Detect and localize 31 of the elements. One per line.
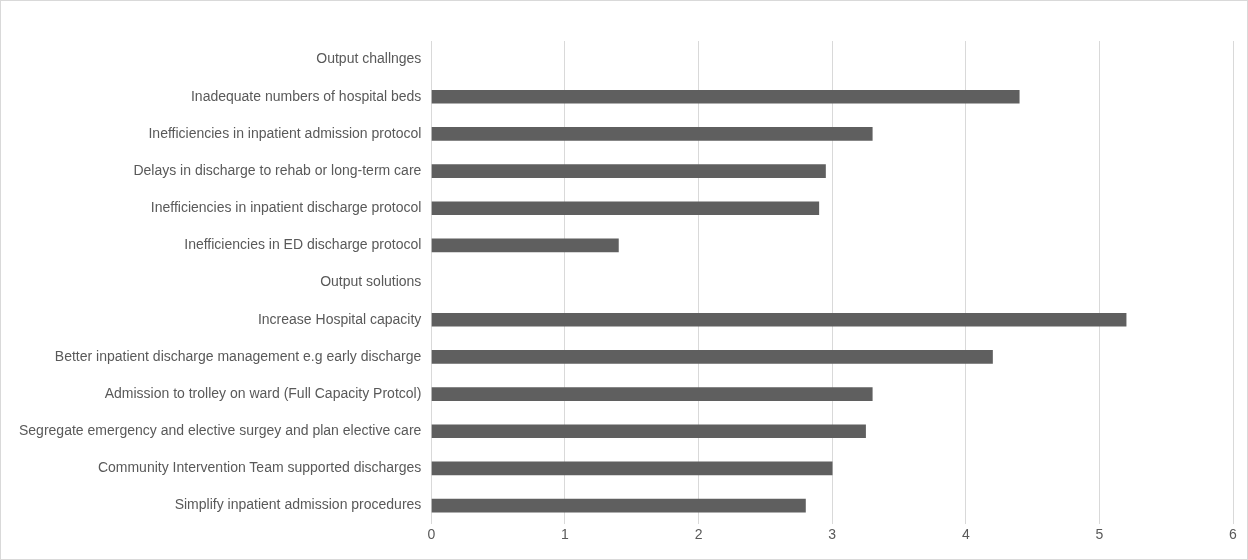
bar <box>431 387 873 401</box>
bar <box>431 201 820 216</box>
x-tick-label: 3 <box>828 526 837 543</box>
y-tick-label: Delays in discharge to rehab or long-term care <box>133 161 422 178</box>
y-tick-label: Simplify inpatient admission procedures <box>174 496 422 513</box>
y-tick-label: Inefficiencies in ED discharge protocol <box>184 236 422 253</box>
bar <box>431 164 826 178</box>
x-tick-label: 5 <box>1095 526 1104 543</box>
x-tick-label: 0 <box>427 526 436 543</box>
y-tick-label: Admission to trolley on ward (Full Capacity Protcol) <box>104 384 422 401</box>
bar <box>431 424 866 439</box>
bar <box>431 127 873 141</box>
bar <box>431 238 619 253</box>
x-tick-label: 2 <box>694 526 703 543</box>
bar <box>431 350 993 364</box>
x-tick-label: 1 <box>561 526 570 543</box>
bar <box>431 89 1020 104</box>
y-tick-label: Output challnges <box>316 50 422 67</box>
y-tick-label: Increase Hospital capacity <box>257 310 422 327</box>
y-tick-label: Better inpatient discharge management e.g early discharge <box>54 347 422 364</box>
y-tick-label: Community Intervention Team supported discharges <box>97 459 422 476</box>
bar <box>431 461 833 476</box>
y-tick-label: Segregate emergency and elective surgey and plan elective care <box>19 422 422 439</box>
y-tick-label: Output solutions <box>320 273 422 290</box>
x-tick-label: 6 <box>1229 526 1238 543</box>
x-tick-label: 4 <box>961 526 970 543</box>
bar <box>431 498 806 513</box>
y-tick-label: Inefficiencies in inpatient discharge protocol <box>150 199 422 216</box>
y-tick-label: Inadequate numbers of hospital beds <box>190 87 422 104</box>
bar <box>431 312 1127 327</box>
y-tick-label: Inefficiencies in inpatient admission protocol <box>148 124 422 141</box>
